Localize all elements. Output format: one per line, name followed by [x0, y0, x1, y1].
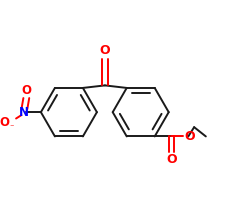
Text: N: N — [18, 106, 28, 119]
Text: O: O — [184, 130, 195, 143]
Text: O: O — [0, 116, 10, 129]
Text: ⁻: ⁻ — [10, 122, 14, 131]
Text: O: O — [21, 84, 31, 97]
Text: O: O — [166, 153, 177, 166]
Text: O: O — [100, 44, 110, 57]
